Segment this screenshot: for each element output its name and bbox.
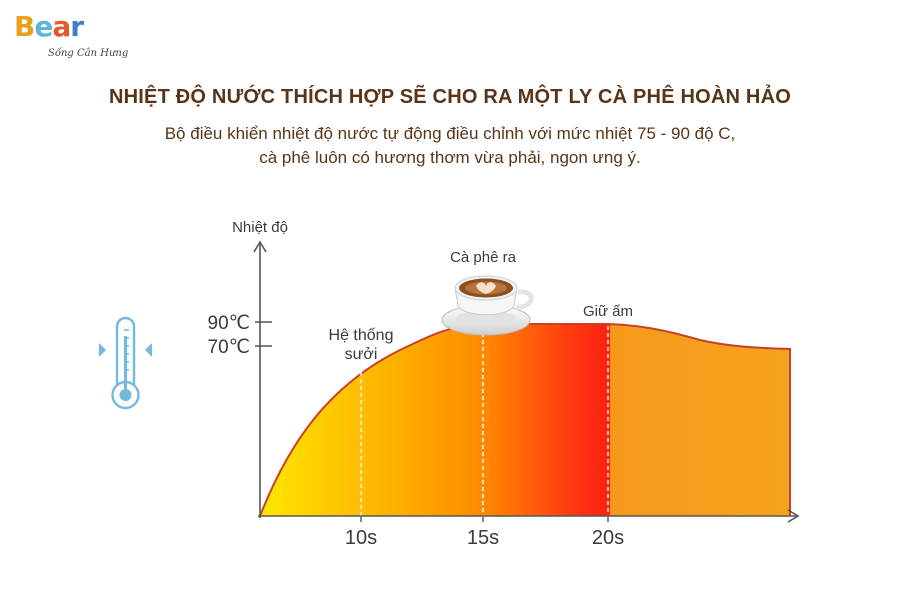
coffee-cup-icon xyxy=(441,275,534,336)
logo-tagline: Sống Cân Hưng xyxy=(48,48,129,59)
brand-logo: Bear Sống Cân Hưng xyxy=(14,10,128,70)
stage-label-brew: Cà phê ra xyxy=(450,249,517,266)
stage-label-keep-warm: Giữ ấm xyxy=(583,303,633,320)
x-axis-arrow xyxy=(787,509,800,523)
stage-label-heating-line1: Hệ thống xyxy=(329,327,394,344)
arrow-right-icon xyxy=(99,343,106,357)
page-subtitle: Bộ điều khiển nhiệt độ nước tự động điều… xyxy=(0,122,900,170)
y-tick-label-70: 70℃ xyxy=(208,337,250,358)
page-title: NHIỆT ĐỘ NƯỚC THÍCH HỢP SẼ CHO RA MỘT LY… xyxy=(109,86,791,108)
x-tick-label-20s: 20s xyxy=(592,527,624,549)
subtitle-line-1: Bộ điều khiển nhiệt độ nước tự động điều… xyxy=(164,124,736,143)
arrow-left-icon xyxy=(145,343,152,357)
x-tick-label-10s: 10s xyxy=(345,527,377,549)
heat-area-fill xyxy=(260,324,790,516)
x-tick-label-15s: 15s xyxy=(467,527,499,549)
y-axis-label: Nhiệt độ xyxy=(232,219,288,236)
stage-label-heating-line2: sưởi xyxy=(345,346,378,363)
y-axis-arrow xyxy=(253,240,267,253)
subtitle-line-2: cà phê luôn có hương thơm vừa phải, ngon… xyxy=(259,148,641,167)
logo-wordmark: Bear xyxy=(14,10,84,43)
thermometer-icon xyxy=(111,316,140,410)
y-tick-label-90: 90℃ xyxy=(208,313,250,334)
